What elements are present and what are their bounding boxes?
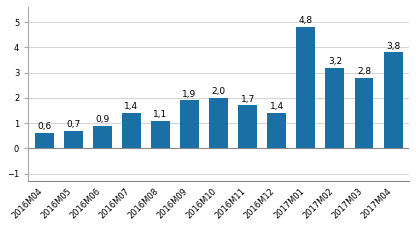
Bar: [238, 106, 257, 148]
Text: 1,7: 1,7: [240, 95, 255, 104]
Text: 1,9: 1,9: [183, 90, 197, 99]
Bar: [180, 100, 199, 148]
Text: 2,0: 2,0: [212, 87, 226, 96]
Text: 1,4: 1,4: [124, 102, 139, 111]
Text: 1,4: 1,4: [270, 102, 284, 111]
Bar: [297, 27, 315, 148]
Bar: [35, 133, 54, 148]
Text: 0,6: 0,6: [37, 123, 51, 131]
Text: 3,2: 3,2: [328, 57, 342, 66]
Text: 3,8: 3,8: [386, 42, 400, 51]
Bar: [93, 126, 112, 148]
Text: 0,9: 0,9: [95, 115, 109, 124]
Text: 0,7: 0,7: [66, 120, 80, 129]
Bar: [267, 113, 286, 148]
Bar: [354, 78, 374, 148]
Text: 2,8: 2,8: [357, 67, 371, 76]
Bar: [151, 121, 170, 148]
Bar: [122, 113, 141, 148]
Bar: [209, 98, 228, 148]
Text: 4,8: 4,8: [299, 16, 313, 25]
Text: 1,1: 1,1: [154, 110, 168, 119]
Bar: [384, 52, 403, 148]
Bar: [325, 68, 344, 148]
Bar: [64, 131, 83, 148]
